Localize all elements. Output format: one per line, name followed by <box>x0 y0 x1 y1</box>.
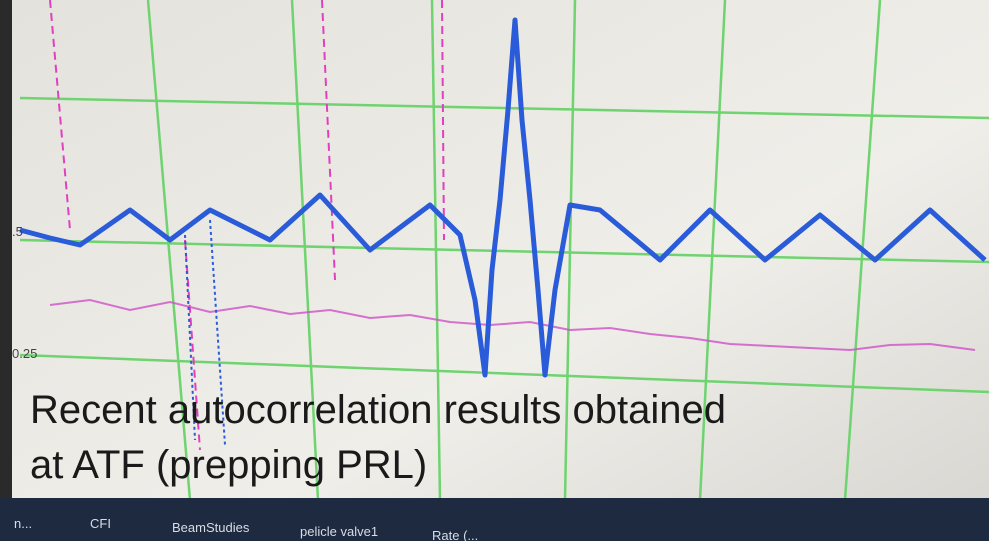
grid-line <box>146 0 192 501</box>
grid-line <box>563 0 577 501</box>
caption-line: at ATF (prepping PRL) <box>30 443 427 487</box>
grid-line <box>430 0 442 501</box>
grid <box>19 0 989 501</box>
bezel <box>0 0 12 541</box>
grid-line <box>698 0 727 501</box>
marker-line <box>184 239 201 451</box>
trace-magenta <box>49 298 976 352</box>
grid-line <box>19 238 989 264</box>
grid-line <box>290 0 320 501</box>
trace-blue <box>19 17 987 378</box>
taskbar-item[interactable]: pelicle valve1 <box>300 524 378 539</box>
taskbar-item[interactable]: Rate (... <box>432 528 478 541</box>
drop-line <box>184 234 196 441</box>
taskbar <box>0 498 989 541</box>
taskbar-item[interactable]: n... <box>14 516 32 531</box>
dotted-drops <box>184 219 226 446</box>
taskbar-item[interactable]: CFI <box>90 516 111 531</box>
grid-line <box>19 96 989 120</box>
axis-label: .5 <box>12 224 23 239</box>
marker-line <box>441 0 445 241</box>
axis-label: 0.25 <box>12 346 37 361</box>
grid-line <box>19 353 989 394</box>
caption-line: Recent autocorrelation results obtained <box>30 388 726 432</box>
taskbar-item[interactable]: BeamStudies <box>172 520 250 535</box>
drop-line <box>209 219 226 446</box>
markers <box>49 0 445 451</box>
marker-line <box>321 0 336 281</box>
